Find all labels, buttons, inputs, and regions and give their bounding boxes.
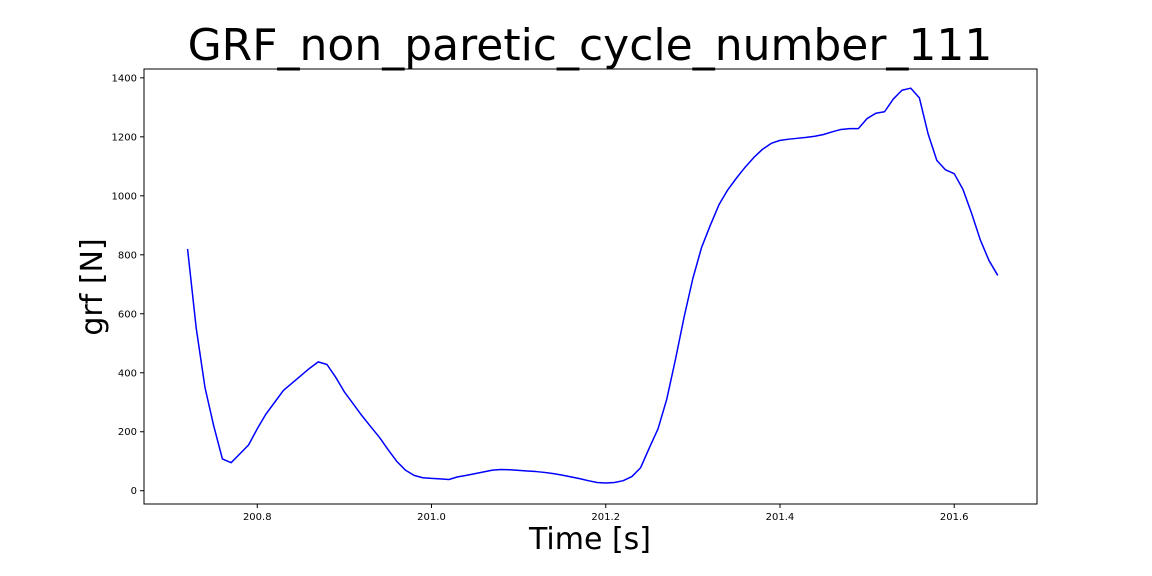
x-axis-ticks: 200.8 201.0 201.2 201.4 201.6 <box>243 504 969 523</box>
x-tick-label: 201.0 <box>417 512 446 523</box>
x-tick-label: 201.6 <box>940 512 969 523</box>
x-tick-label: 200.8 <box>243 512 272 523</box>
y-axis-ticks: 0 200 400 600 800 1000 1200 1400 <box>112 73 144 497</box>
y-tick-label: 600 <box>118 309 137 320</box>
y-tick-label: 1000 <box>112 191 137 202</box>
x-tick-label: 201.4 <box>766 512 795 523</box>
plot-area <box>143 68 1038 505</box>
y-tick-label: 400 <box>118 368 137 379</box>
grf-series-line <box>186 87 999 484</box>
y-tick-label: 800 <box>118 250 137 261</box>
x-axis-label: Time [s] <box>528 522 651 557</box>
x-tick-label: 201.2 <box>591 512 620 523</box>
y-tick-label: 0 <box>131 486 137 497</box>
y-tick-label: 1400 <box>112 73 137 84</box>
chart-title: GRF_non_paretic_cycle_number_111 <box>188 20 993 71</box>
axes-frame <box>143 68 1038 505</box>
y-tick-label: 200 <box>118 427 137 438</box>
y-axis-label: grf [N] <box>75 238 110 335</box>
y-tick-label: 1200 <box>112 132 137 143</box>
